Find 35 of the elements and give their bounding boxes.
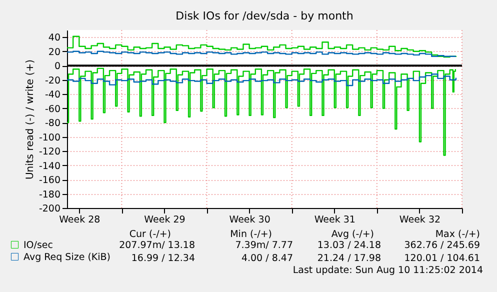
text: 7.39m/ 7.77 — [235, 240, 293, 251]
chart-title: Disk IOs for /dev/sda - by month — [176, 10, 354, 22]
text: 120.01 / 104.61 — [404, 253, 480, 264]
y-tick-label: -40 — [44, 90, 60, 101]
text: Max (-/+) — [435, 229, 480, 240]
legend-label: IO/sec — [24, 240, 53, 251]
y-tick-label: -120 — [38, 146, 60, 158]
y-tick-label: -160 — [38, 175, 60, 186]
text: Min (-/+) — [230, 229, 272, 240]
y-tick-label: -100 — [38, 132, 60, 144]
y-tick-label: -20 — [44, 75, 60, 86]
text: 21.24 / 17.98 — [317, 253, 381, 264]
text: Avg (-/+) — [331, 229, 374, 240]
text: 4.00 / 8.47 — [241, 253, 293, 264]
y-tick-label: -80 — [44, 118, 60, 130]
x-tick-label: Week 30 — [229, 214, 270, 226]
y-tick-label: -180 — [38, 189, 60, 200]
y-tick-label: 0 — [54, 61, 60, 72]
y-tick-label: 20 — [48, 46, 60, 58]
y-tick-label: 40 — [48, 32, 60, 44]
text: 362.76 / 245.69 — [404, 240, 480, 251]
text: Last update: Sun Aug 10 11:25:02 2014 — [292, 265, 483, 276]
y-tick-label: -140 — [38, 160, 60, 172]
text: Cur (-/+) — [129, 229, 171, 240]
text: 13.03 / 24.18 — [317, 240, 381, 251]
y-tick-label: -60 — [44, 104, 60, 115]
legend-label: Avg Req Size (KiB) — [24, 252, 111, 263]
text: 207.97m/ 13.18 — [119, 240, 195, 251]
x-tick-label: Week 32 — [399, 214, 441, 226]
y-tick-label: -200 — [38, 204, 60, 214]
x-tick-label: Week 28 — [59, 214, 100, 226]
x-tick-label: Week 29 — [144, 214, 186, 226]
text: 16.99 / 12.34 — [131, 253, 195, 264]
y-axis-title: Units read (-) / write (+) — [24, 59, 36, 180]
x-tick-label: Week 31 — [314, 214, 356, 226]
